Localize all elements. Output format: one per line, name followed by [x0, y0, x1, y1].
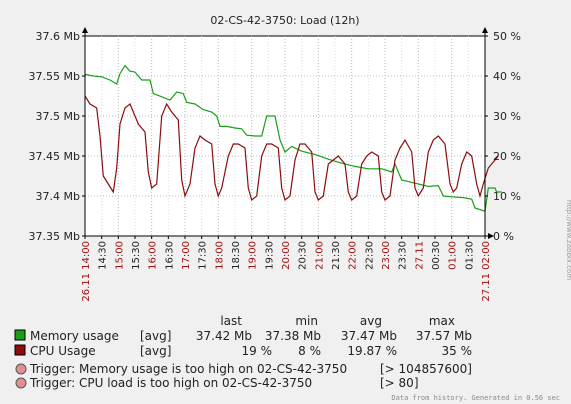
legend-max-cpu: 35 % [442, 344, 473, 358]
trigger-list: Trigger: Memory usage is too high on 02-… [15, 362, 472, 390]
x-tick-label: 15:30 [131, 241, 142, 270]
trigger-label-cpu: Trigger: CPU load is too high on 02-CS-4… [29, 376, 312, 390]
legend-header-max: max [429, 314, 455, 328]
trigger-marker-memory [15, 363, 27, 375]
y-tick-label-left: 37.55 Mb [29, 70, 80, 83]
legend-min-memory: 37.38 Mb [265, 329, 321, 343]
trigger-marker-cpu [15, 377, 27, 389]
x-tick-label: 19:30 [264, 241, 275, 270]
y-tick-label-right: 40 % [493, 70, 521, 83]
y-tick-label-right: 30 % [493, 110, 521, 123]
legend-last-memory: 37.42 Mb [196, 329, 252, 343]
x-tick-label: 21:30 [331, 241, 342, 270]
axis-labels: 26.11 14:00 14:30 15:00 15:30 16:00 16:30 17:0… [29, 27, 521, 302]
legend-avg-memory: 37.47 Mb [341, 329, 397, 343]
x-tick-label: 23:00 [381, 241, 392, 270]
y-tick-label-left: 37.5 Mb [36, 110, 80, 123]
legend-fn-cpu: [avg] [140, 344, 171, 358]
y-tick-label-left: 37.45 Mb [29, 150, 80, 163]
watermark: http://www.zabbix.com [565, 200, 571, 280]
x-tick-label: 17:30 [198, 241, 209, 270]
legend-header-min: min [295, 314, 318, 328]
legend-swatch-cpu [14, 344, 26, 356]
x-tick-label: 20:00 [281, 241, 292, 270]
y-tick-label-left: 37.4 Mb [36, 190, 80, 203]
x-tick-label: 18:30 [231, 241, 242, 270]
legend-fn-memory: [avg] [140, 329, 171, 343]
legend-max-memory: 37.57 Mb [416, 329, 472, 343]
legend-name-memory: Memory usage [30, 329, 119, 343]
legend-header-avg: avg [360, 314, 382, 328]
x-tick-label: 17:00 [181, 241, 192, 270]
x-tick-label: 15:00 [114, 241, 125, 270]
x-tick-label: 26.11 14:00 [81, 241, 92, 302]
trigger-label-memory: Trigger: Memory usage is too high on 02-… [29, 362, 347, 376]
y-tick-label-right: 10 % [493, 190, 521, 203]
x-tick-label: 22:30 [364, 241, 375, 270]
right-axis-arrow [482, 27, 488, 33]
series-cpu-line [84, 95, 499, 202]
x-tick-label: 01:30 [464, 241, 475, 270]
legend-min-cpu: 8 % [298, 344, 321, 358]
x-tick-label: 16:30 [164, 241, 175, 270]
legend-last-cpu: 19 % [242, 344, 273, 358]
legend-swatch-memory [14, 329, 26, 341]
x-tick-label: 19:00 [248, 241, 259, 270]
trigger-cond-memory: [> 104857600] [380, 362, 472, 376]
y-tick-label-right: 20 % [493, 150, 521, 163]
x-tick-label: 27.11 02:00 [481, 241, 492, 302]
grid-lines [85, 36, 485, 236]
x-tick-label: 20:30 [298, 241, 309, 270]
x-tick-label: 01:00 [448, 241, 459, 270]
x-tick-label: 27.11 [414, 241, 425, 270]
legend-header-last: last [220, 314, 242, 328]
chart-title: 02-CS-42-3750: Load (12h) [210, 14, 359, 27]
y-tick-label-left: 37.6 Mb [36, 30, 80, 43]
y-tick-label-right: 50 % [493, 30, 521, 43]
x-tick-label: 16:00 [148, 241, 159, 270]
footer-generated: Data from history. Generated in 0.56 sec [391, 394, 560, 402]
bottom-axis-arrow [488, 233, 494, 239]
series-layer [84, 64, 502, 212]
x-tick-label: 21:00 [314, 241, 325, 270]
series-memory-line [84, 64, 502, 212]
trigger-cond-cpu: [> 80] [380, 376, 419, 390]
x-tick-label: 14:30 [98, 241, 109, 270]
x-tick-label: 18:00 [214, 241, 225, 270]
legend: last min avg max Memory usage [avg] 37.4… [14, 314, 473, 358]
legend-name-cpu: CPU Usage [30, 344, 96, 358]
left-axis-arrow [82, 27, 88, 33]
y-tick-label-right: 0 % [493, 230, 514, 243]
legend-avg-cpu: 19.87 % [347, 344, 397, 358]
x-tick-label: 23:30 [398, 241, 409, 270]
x-tick-label: 22:00 [348, 241, 359, 270]
y-tick-label-left: 37.35 Mb [29, 230, 80, 243]
x-tick-label: 00:30 [431, 241, 442, 270]
